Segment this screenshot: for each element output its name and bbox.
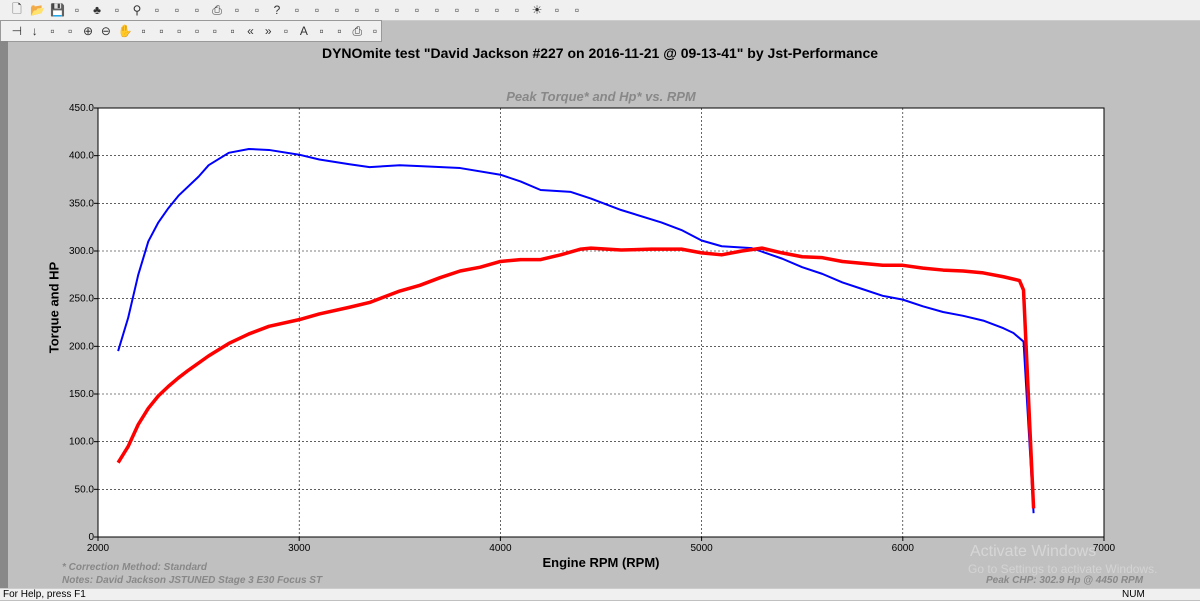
y-tick-label: 200.0 bbox=[69, 341, 94, 352]
y-tick-label: 250.0 bbox=[69, 294, 94, 305]
x-tick-label: 4000 bbox=[489, 543, 512, 554]
open-run-icon[interactable]: ▫ bbox=[74, 3, 80, 17]
watermark-text: Go to Settings to activate Windows. bbox=[968, 562, 1158, 576]
window-config-icon[interactable]: ▫ bbox=[212, 24, 217, 38]
y-tick-label: 150.0 bbox=[69, 389, 94, 400]
y-tick-label: 300.0 bbox=[69, 246, 94, 257]
waveform-icon[interactable]: ▫ bbox=[434, 3, 440, 17]
image-icon[interactable]: ▫ bbox=[319, 24, 324, 38]
window-config-icon[interactable]: ▫ bbox=[314, 3, 320, 17]
page-title: DYNOmite test "David Jackson #227 on 201… bbox=[321, 45, 879, 61]
glasses-icon[interactable]: ▫ bbox=[68, 24, 73, 38]
font-icon[interactable]: A bbox=[299, 24, 308, 38]
hq-icon[interactable]: ▫ bbox=[454, 3, 460, 17]
tree-icon[interactable]: ♣ bbox=[93, 3, 101, 17]
zoom-in-icon[interactable]: ⊕ bbox=[83, 24, 94, 38]
cut-icon[interactable]: ▫ bbox=[114, 3, 120, 17]
y-tick-label: 400.0 bbox=[69, 151, 94, 162]
y-tick-label: 450.0 bbox=[69, 103, 94, 114]
book-icon[interactable]: ▫ bbox=[337, 24, 342, 38]
graph-window-icon[interactable]: ▫ bbox=[354, 3, 360, 17]
graph-edit-icon[interactable]: ▫ bbox=[374, 3, 380, 17]
book-icon[interactable]: ▫ bbox=[194, 3, 200, 17]
lightbulb-icon[interactable]: ☀ bbox=[531, 3, 543, 17]
pan-hand-icon[interactable]: ✋ bbox=[117, 24, 133, 38]
torque-line bbox=[117, 147, 1035, 514]
peak-note: Peak CHP: 302.9 Hp @ 4450 RPM bbox=[986, 575, 1144, 586]
print-preview-icon[interactable]: ▫ bbox=[234, 3, 240, 17]
tools-2-icon[interactable]: ▫ bbox=[514, 3, 520, 17]
plot-area bbox=[97, 107, 1105, 538]
graph-window-icon[interactable]: ▫ bbox=[283, 24, 289, 38]
table-icon[interactable]: ▫ bbox=[414, 3, 420, 17]
chart-title: Peak Torque* and Hp* vs. RPM bbox=[506, 89, 696, 104]
print-preview-icon[interactable]: ▫ bbox=[372, 24, 378, 38]
cursor-down-icon[interactable]: ↓ bbox=[31, 24, 38, 38]
y-tick-label: 0 bbox=[88, 532, 94, 543]
pin-icon[interactable]: ⊣ bbox=[11, 24, 23, 38]
compass-icon[interactable]: ▫ bbox=[50, 24, 55, 38]
prev-icon[interactable]: « bbox=[247, 24, 254, 38]
x-tick-label: 7000 bbox=[1093, 543, 1116, 554]
magic-icon[interactable]: ▫ bbox=[554, 3, 560, 17]
x-tick-label: 5000 bbox=[690, 543, 713, 554]
context-help-icon[interactable]: ▫ bbox=[294, 3, 300, 17]
next-icon[interactable]: » bbox=[264, 24, 272, 38]
print-icon[interactable]: ⎙ bbox=[212, 2, 222, 17]
y-tick-label: 50.0 bbox=[75, 484, 95, 495]
main-toolbar: 🗋 📂 💾 ▫ ♣ ▫ ⚲ ▫ ▫ ▫ ⎙ ▫ ▫? ▫ ▫ ▫ ▫ ▫ ▫ ▫ ▫ ▫ ▫ ▫ ▫ ☀ ▫ ▫ bbox=[0, 0, 1200, 21]
x-tick-label: 3000 bbox=[288, 543, 311, 554]
hp-line bbox=[116, 246, 1036, 509]
zoom-out-icon[interactable]: ⊖ bbox=[100, 24, 111, 38]
save-icon[interactable]: 💾 bbox=[50, 3, 65, 17]
status-num: NUM bbox=[1122, 589, 1145, 600]
watermark-title: Activate Windows bbox=[970, 543, 1097, 560]
copy-icon[interactable]: ▫ bbox=[154, 3, 160, 17]
star-icon[interactable]: ▫ bbox=[177, 24, 182, 38]
camera-icon[interactable]: ▫ bbox=[574, 3, 580, 17]
window-config-2-icon[interactable]: ▫ bbox=[494, 3, 500, 17]
open-folder-icon[interactable]: 📂 bbox=[30, 3, 45, 17]
stamp-icon[interactable]: ▫ bbox=[141, 24, 146, 38]
x-tick-label: 6000 bbox=[892, 543, 915, 554]
blank-icon[interactable]: ▫ bbox=[474, 3, 480, 17]
status-bar: For Help, press F1 NUM bbox=[0, 588, 1200, 600]
x-axis-label: Engine RPM (RPM) bbox=[542, 555, 660, 570]
star-2-icon[interactable]: ▫ bbox=[194, 24, 200, 38]
correction-note: * Correction Method: Standard bbox=[62, 562, 208, 573]
y-tick-label: 350.0 bbox=[69, 198, 94, 209]
columns-icon[interactable]: ▫ bbox=[230, 24, 235, 38]
new-file-icon[interactable]: 🗋 bbox=[12, 1, 22, 16]
columns-icon[interactable]: ▫ bbox=[394, 3, 400, 17]
paste-icon[interactable]: ▫ bbox=[174, 3, 180, 17]
find-icon[interactable]: ⚲ bbox=[132, 3, 142, 17]
wizard-icon[interactable]: ▫ bbox=[254, 3, 260, 17]
stamp-2-icon[interactable]: ▫ bbox=[159, 24, 164, 38]
y-tick-label: 100.0 bbox=[69, 437, 94, 448]
graph-frame bbox=[0, 41, 1200, 588]
notes-text: Notes: David Jackson JSTUNED Stage 3 E30… bbox=[62, 575, 323, 586]
graph-toolbar: ⊣ ↓ ▫ ▫ ⊕ ⊖ ✋ ▫ ▫ ▫ ▫ ▫ ▫ « » ▫ A ▫ ▫ ⎙ ▫ bbox=[0, 20, 382, 42]
tools-icon[interactable]: ▫ bbox=[334, 3, 340, 17]
help-icon[interactable]: ? bbox=[273, 3, 281, 17]
x-tick-label: 2000 bbox=[87, 543, 110, 554]
print-icon[interactable]: ⎙ bbox=[352, 23, 363, 38]
status-help: For Help, press F1 bbox=[3, 589, 86, 600]
